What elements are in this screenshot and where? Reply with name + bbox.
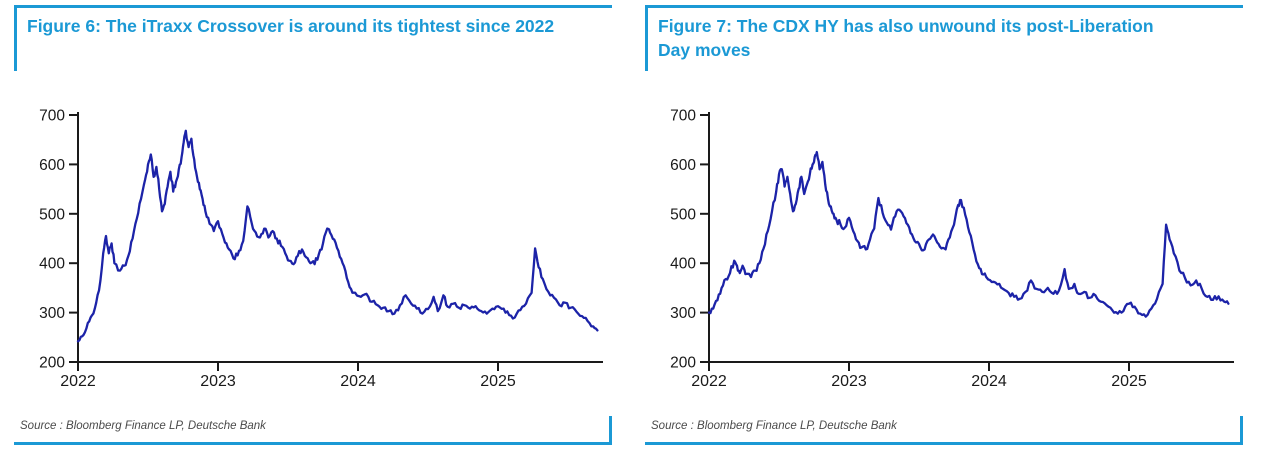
y-tick-label: 300 — [670, 305, 696, 322]
y-tick-label: 300 — [39, 305, 65, 322]
x-tick-label: 2023 — [200, 373, 236, 390]
y-tick-label: 400 — [39, 256, 65, 273]
series-line — [707, 150, 1230, 318]
figure-6-panel: Figure 6: The iTraxx Crossover is around… — [14, 5, 612, 445]
y-tick-label: 500 — [670, 206, 696, 223]
y-tick-label: 600 — [670, 157, 696, 174]
x-tick-label: 2025 — [1111, 373, 1147, 390]
figure-6-chart-area: 200 300 400 500 600 700 2022 2023 2024 2025 — [14, 92, 612, 397]
x-tick-label: 2025 — [480, 373, 516, 390]
y-tick-label: 700 — [670, 108, 696, 125]
figure-7-panel: Figure 7: The CDX HY has also unwound it… — [645, 5, 1243, 445]
x-tick-label: 2022 — [60, 373, 96, 390]
x-tick-label: 2022 — [691, 373, 727, 390]
x-tick-label: 2024 — [340, 373, 376, 390]
y-tick-label: 200 — [670, 355, 696, 372]
y-axis-ticks: 200 300 400 500 600 700 — [39, 108, 78, 372]
y-tick-label: 200 — [39, 355, 65, 372]
axes — [77, 112, 603, 363]
x-axis-ticks: 2022 2023 2024 2025 — [60, 362, 516, 390]
series-line — [76, 129, 599, 343]
x-tick-label: 2023 — [831, 373, 867, 390]
y-tick-label: 400 — [670, 256, 696, 273]
figure-7-title: Figure 7: The CDX HY has also unwound it… — [658, 16, 1154, 60]
y-axis-ticks: 200 300 400 500 600 700 — [670, 108, 709, 372]
cdx-hy-line-chart: 200 300 400 500 600 700 2022 2023 2024 2025 — [670, 108, 1234, 390]
figure-6-title: Figure 6: The iTraxx Crossover is around… — [27, 16, 555, 36]
figure-6-source-note: Source : Bloomberg Finance LP, Deutsche … — [20, 420, 266, 432]
figure-7-chart-area: 200 300 400 500 600 700 2022 2023 2024 2025 — [645, 92, 1243, 397]
report-figure-row: Figure 6: The iTraxx Crossover is around… — [14, 5, 1243, 445]
figure-7-footer: Source : Bloomberg Finance LP, Deutsche … — [645, 416, 1243, 445]
itraxx-crossover-line-chart: 200 300 400 500 600 700 2022 2023 2024 2025 — [39, 108, 603, 390]
y-tick-label: 700 — [39, 108, 65, 125]
x-axis-ticks: 2022 2023 2024 2025 — [691, 362, 1147, 390]
figure-7-header: Figure 7: The CDX HY has also unwound it… — [645, 5, 1243, 71]
figure-6-header: Figure 6: The iTraxx Crossover is around… — [14, 5, 612, 71]
x-tick-label: 2024 — [971, 373, 1007, 390]
y-tick-label: 600 — [39, 157, 65, 174]
y-tick-label: 500 — [39, 206, 65, 223]
figure-7-source-note: Source : Bloomberg Finance LP, Deutsche … — [651, 420, 897, 432]
figure-6-footer: Source : Bloomberg Finance LP, Deutsche … — [14, 416, 612, 445]
